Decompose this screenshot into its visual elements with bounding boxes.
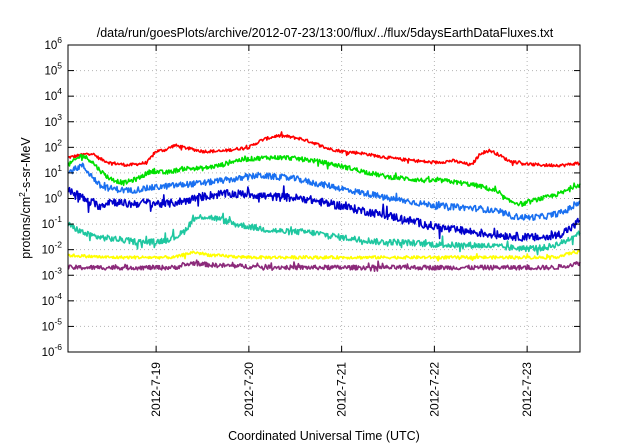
x-tick-label: 2012-7-22 xyxy=(427,362,441,417)
y-tick-label: 100 xyxy=(44,189,62,206)
y-tick-label: 104 xyxy=(44,86,62,103)
series-line-5 xyxy=(67,212,581,256)
y-tick-label: 103 xyxy=(44,112,62,129)
y-tick-label: 10-6 xyxy=(42,342,63,359)
y-axis-label-part1: protons/cm xyxy=(19,197,33,259)
y-axis-ticks: 10-6 10-5 10-4 10-3 10-2 10-1 100 101 102 103 104 1… xyxy=(42,35,580,359)
series-line-2 xyxy=(67,153,581,207)
x-axis-label: Coordinated Universal Time (UTC) xyxy=(228,429,420,443)
y-tick-label: 10-2 xyxy=(42,240,63,257)
series-line-3 xyxy=(67,162,581,221)
series-line-7 xyxy=(67,259,581,272)
y-axis-label-sup: 2 xyxy=(17,192,27,197)
x-tick-label: 2012-7-20 xyxy=(242,362,256,417)
y-tick-label: 10-5 xyxy=(42,316,63,333)
y-tick-label: 10-3 xyxy=(42,265,63,282)
x-tick-label: 2012-7-21 xyxy=(335,362,349,417)
y-axis-label-part2: -s-sr-MeV xyxy=(19,137,33,193)
y-tick-label: 10-4 xyxy=(42,291,63,308)
y-tick-label: 106 xyxy=(44,35,62,52)
series-line-4 xyxy=(67,185,581,242)
y-tick-label: 10-1 xyxy=(42,214,63,231)
chart-title: /data/run/goesPlots/archive/2012-07-23/1… xyxy=(97,26,554,40)
x-tick-label: 2012-7-19 xyxy=(149,362,163,417)
y-axis-label: protons/cm2-s-sr-MeV xyxy=(17,137,33,259)
x-axis-ticks: 2012-7-19 2012-7-20 2012-7-21 2012-7-22 2012… xyxy=(149,45,534,417)
y-tick-label: 105 xyxy=(44,61,62,78)
series-line-1 xyxy=(67,131,581,168)
y-tick-label: 101 xyxy=(44,163,62,180)
x-tick-label: 2012-7-23 xyxy=(520,362,534,417)
series-line-6 xyxy=(67,249,581,262)
y-tick-label: 102 xyxy=(44,137,62,154)
series-group xyxy=(67,131,581,272)
